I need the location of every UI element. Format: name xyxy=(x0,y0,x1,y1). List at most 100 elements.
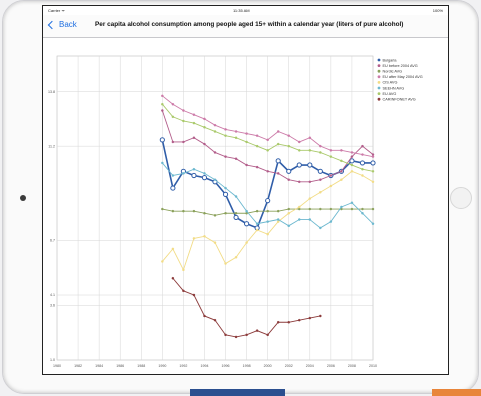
data-point xyxy=(288,145,290,147)
legend-label: CARINFONET AVG xyxy=(383,98,416,102)
data-point xyxy=(214,151,216,153)
home-button[interactable] xyxy=(450,187,472,209)
data-point xyxy=(203,172,205,174)
clock-label: 11:35 AM xyxy=(233,8,250,13)
data-point xyxy=(161,260,163,262)
data-point xyxy=(361,153,363,155)
data-point xyxy=(193,294,195,296)
data-point xyxy=(277,321,279,323)
data-point xyxy=(182,172,184,174)
bottom-bar-blue xyxy=(190,389,285,396)
data-point xyxy=(224,212,226,214)
data-point xyxy=(171,186,175,190)
data-point xyxy=(267,210,269,212)
y-tick-label: 13.8 xyxy=(48,90,55,94)
legend-marker xyxy=(378,98,381,101)
data-point xyxy=(288,208,290,210)
data-point xyxy=(161,208,163,210)
legend-marker xyxy=(378,87,381,90)
legend-marker xyxy=(378,81,381,84)
data-point xyxy=(309,317,311,319)
data-point xyxy=(161,95,163,97)
back-button[interactable]: Back xyxy=(49,20,77,29)
battery-label: 100% xyxy=(433,8,443,13)
data-point xyxy=(182,269,184,271)
data-point xyxy=(340,170,342,172)
data-point xyxy=(361,212,363,214)
data-point xyxy=(172,248,174,250)
data-point xyxy=(235,130,237,132)
data-point xyxy=(351,151,353,153)
data-point xyxy=(224,262,226,264)
data-point xyxy=(351,164,353,166)
data-point xyxy=(223,192,227,196)
data-point xyxy=(267,149,269,151)
x-tick-label: 1996 xyxy=(222,364,230,368)
data-point xyxy=(288,321,290,323)
data-point xyxy=(256,229,258,231)
data-point xyxy=(267,221,269,223)
data-point xyxy=(288,225,290,227)
data-point xyxy=(372,208,374,210)
data-point xyxy=(319,145,321,147)
data-point xyxy=(308,163,312,167)
data-point xyxy=(224,128,226,130)
data-point xyxy=(193,168,195,170)
x-tick-label: 2002 xyxy=(285,364,293,368)
data-point xyxy=(340,179,342,181)
data-point xyxy=(193,210,195,212)
data-point xyxy=(330,185,332,187)
x-tick-label: 1994 xyxy=(200,364,208,368)
data-point xyxy=(182,210,184,212)
data-point xyxy=(246,334,248,336)
data-point xyxy=(193,137,195,139)
data-point xyxy=(246,164,248,166)
bottom-bar-orange xyxy=(432,389,481,396)
x-tick-label: 2010 xyxy=(369,364,377,368)
x-tick-label: 2006 xyxy=(327,364,335,368)
data-point xyxy=(203,126,205,128)
data-point xyxy=(266,199,270,203)
data-point xyxy=(319,179,321,181)
data-point xyxy=(256,145,258,147)
data-point xyxy=(246,132,248,134)
data-point xyxy=(234,215,238,219)
data-point xyxy=(214,319,216,321)
data-point xyxy=(224,187,226,189)
data-point xyxy=(277,210,279,212)
data-point xyxy=(172,141,174,143)
data-point xyxy=(161,103,163,105)
data-point xyxy=(267,170,269,172)
data-point xyxy=(297,163,301,167)
data-point xyxy=(340,149,342,151)
data-point xyxy=(372,223,374,225)
data-point xyxy=(193,122,195,124)
data-point xyxy=(235,195,237,197)
data-point xyxy=(235,336,237,338)
data-point xyxy=(309,218,311,220)
data-point xyxy=(277,143,279,145)
data-point xyxy=(160,138,164,142)
plot-frame xyxy=(57,56,373,360)
y-tick-label: 6.7 xyxy=(50,239,55,243)
data-point xyxy=(214,179,216,181)
data-point xyxy=(361,168,363,170)
data-point xyxy=(214,241,216,243)
data-point xyxy=(288,135,290,137)
data-point xyxy=(288,179,290,181)
data-point xyxy=(330,221,332,223)
data-point xyxy=(203,235,205,237)
y-tick-label: 3.6 xyxy=(50,304,55,308)
data-point xyxy=(267,139,269,141)
legend-label: Nordic AVG xyxy=(383,70,403,74)
y-tick-label: 4.1 xyxy=(50,293,55,297)
data-point xyxy=(172,116,174,118)
legend-label: SEEHN AVG xyxy=(383,86,405,90)
data-point xyxy=(267,334,269,336)
data-point xyxy=(172,210,174,212)
data-point xyxy=(276,159,280,163)
data-point xyxy=(298,218,300,220)
data-point xyxy=(256,330,258,332)
data-point xyxy=(309,137,311,139)
